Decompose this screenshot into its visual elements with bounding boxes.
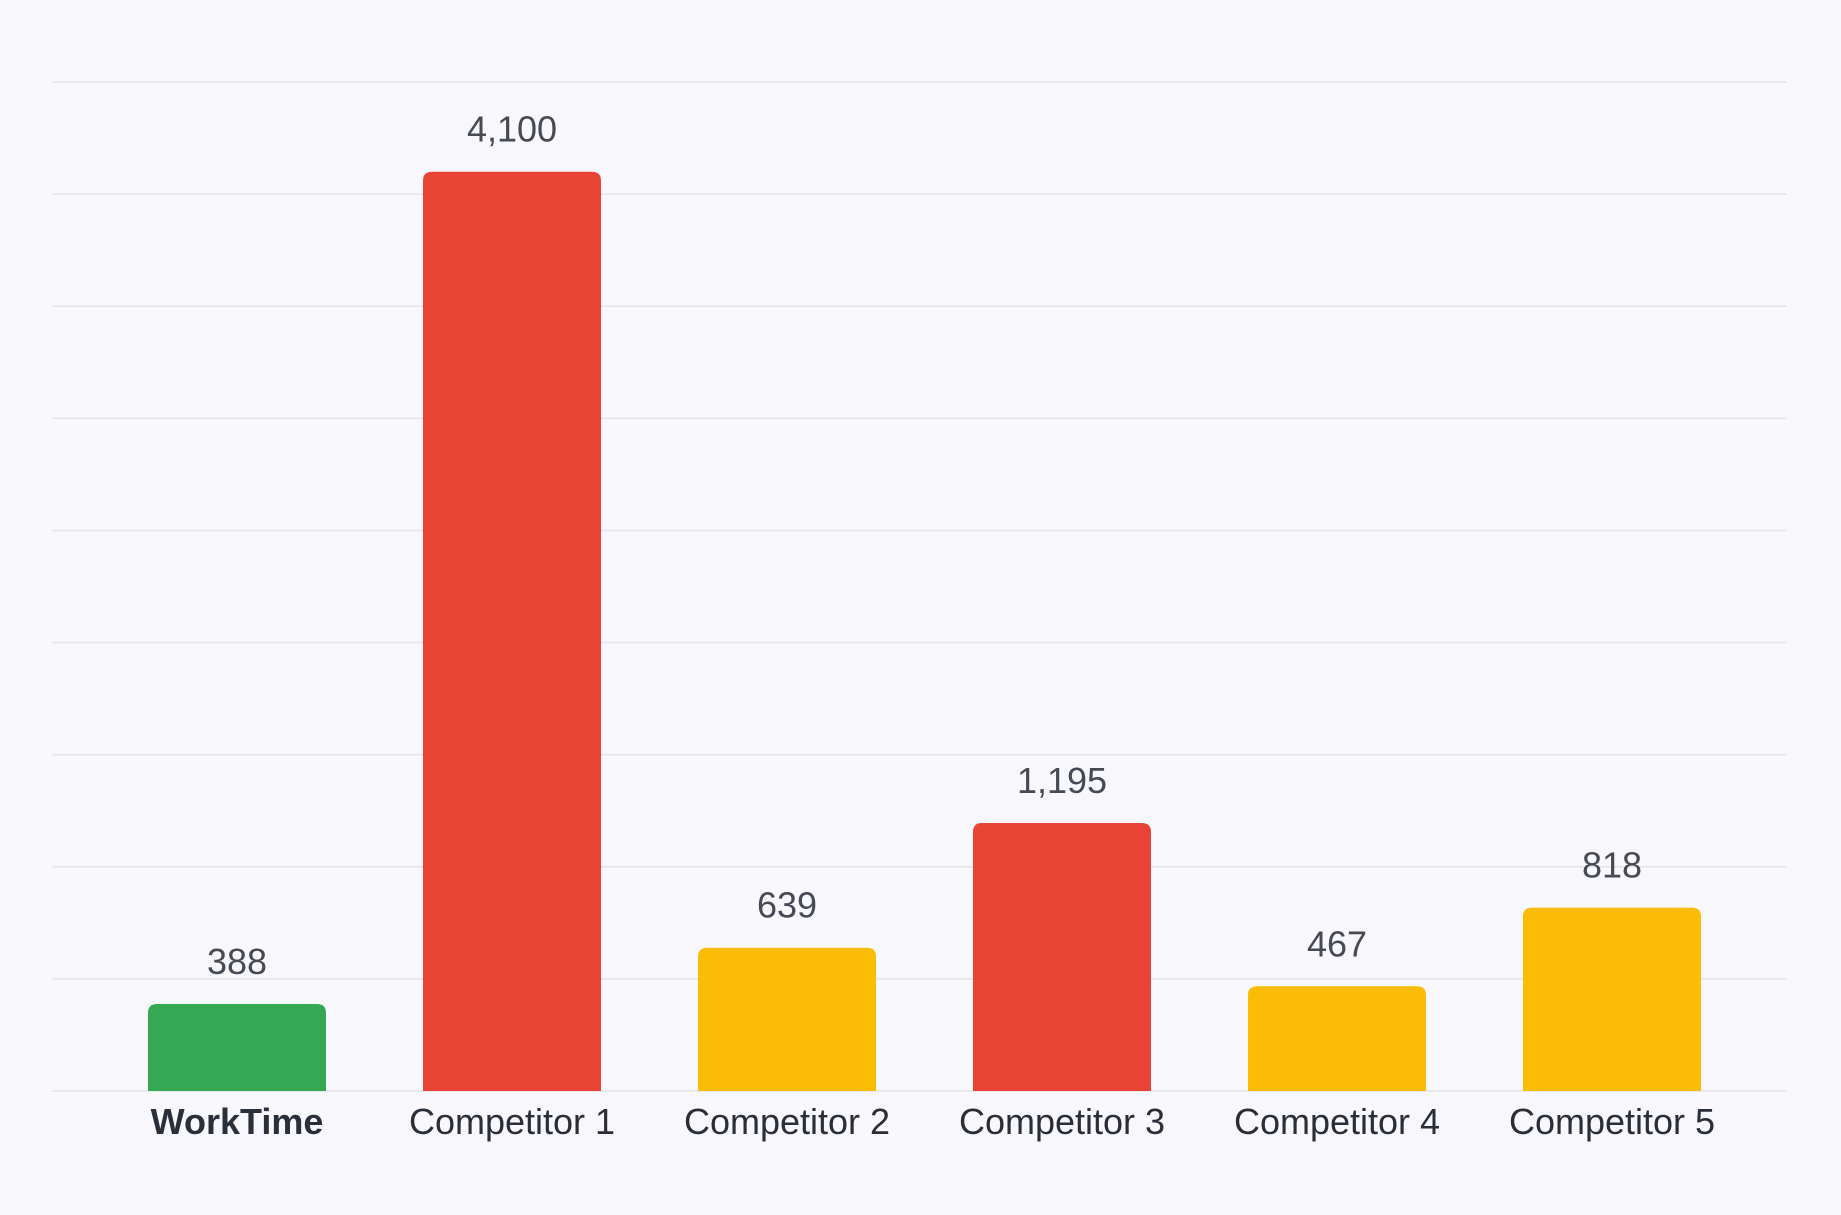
- category-label: WorkTime: [151, 1101, 324, 1142]
- category-label: Competitor 4: [1234, 1101, 1440, 1142]
- bar-competitor-3: [973, 823, 1151, 1091]
- value-label: 1,195: [1017, 760, 1107, 801]
- bar-worktime: [148, 1004, 326, 1091]
- bar-competitor-5: [1523, 907, 1701, 1091]
- bar-competitor-4: [1248, 986, 1426, 1091]
- category-label: Competitor 5: [1509, 1101, 1715, 1142]
- value-labels: 388 4,100 639 1,195 467 818: [207, 109, 1642, 982]
- value-label: 639: [757, 885, 817, 926]
- category-label: Competitor 3: [959, 1101, 1165, 1142]
- category-label: Competitor 1: [409, 1101, 615, 1142]
- gridlines: [52, 81, 1786, 1092]
- category-labels: WorkTime Competitor 1 Competitor 2 Competit…: [151, 1101, 1715, 1142]
- value-label: 818: [1582, 845, 1642, 886]
- bar-competitor-1: [423, 171, 601, 1091]
- value-label: 4,100: [467, 109, 557, 150]
- category-label: Competitor 2: [684, 1101, 890, 1142]
- value-label: 388: [207, 941, 267, 982]
- bar-competitor-2: [698, 947, 876, 1091]
- value-label: 467: [1307, 923, 1367, 964]
- bars: [148, 171, 1701, 1091]
